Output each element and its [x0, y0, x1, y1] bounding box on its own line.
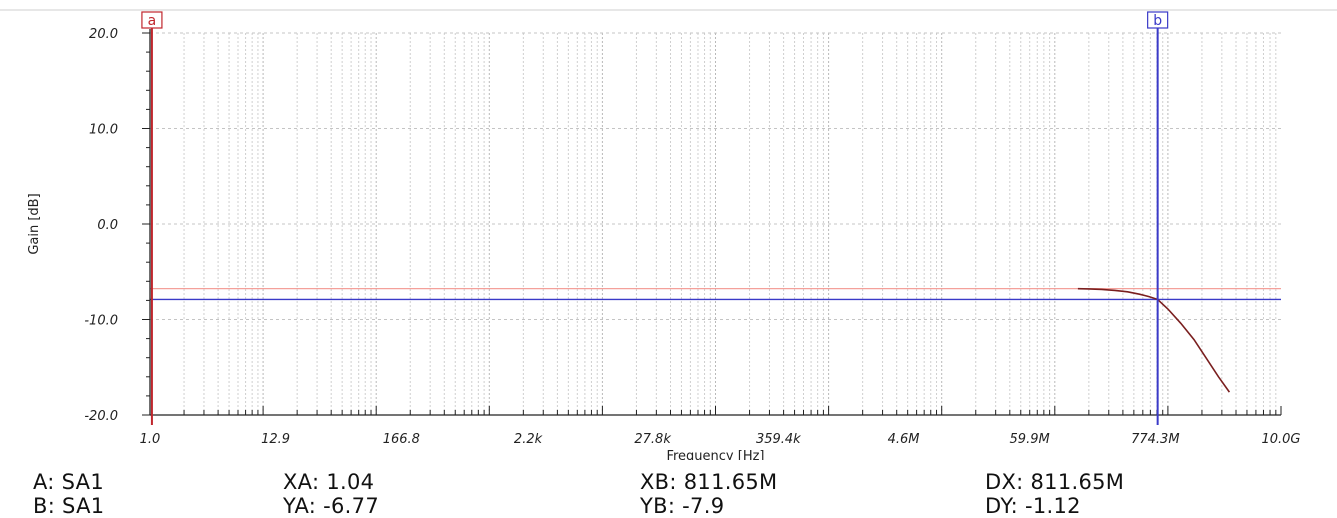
axes — [142, 29, 1282, 416]
y-tick-label: -20.0 — [84, 409, 118, 424]
x-tick-labels: 1.0 12.9 166.8 2.2k 27.8k 359.4k 4.6M 59.9M 774.… — [140, 432, 1301, 447]
gain-plot: 1.0 12.9 166.8 2.2k 27.8k 359.4k 4.6M 59.9M 774.… — [0, 9, 1337, 460]
x-tick-label: 166.8 — [383, 432, 420, 447]
x-tick-label: 2.2k — [514, 432, 543, 447]
y-tick-label: 0.0 — [97, 218, 118, 233]
readout-b-name: B: SA1 — [33, 494, 105, 518]
x-tick-label: 59.9M — [1010, 432, 1050, 447]
x-tick-label: 1.0 — [140, 432, 161, 447]
x-tick-label: 10.0G — [1261, 432, 1300, 447]
x-axis-title: Frequency [Hz] — [666, 449, 764, 460]
series-line — [1077, 287, 1231, 393]
y-tick-label: 20.0 — [89, 27, 118, 42]
series-layer — [1077, 287, 1231, 393]
cursor-b-tag — [1147, 11, 1169, 29]
cursor-a-tag-label: a — [148, 13, 157, 29]
readout-a-name: A: SA1 — [33, 470, 104, 494]
y-tick-label: -10.0 — [84, 314, 118, 329]
y-tick-labels: 20.0 10.0 0.0 -10.0 -20.0 — [84, 27, 118, 424]
readout-xb: XB: 811.65M — [640, 470, 778, 494]
readout-dx: DX: 811.65M — [985, 470, 1125, 494]
x-tick-label: 27.8k — [634, 432, 671, 447]
readout-yb: YB: -7.9 — [640, 494, 725, 518]
cursor-b-tag-label: b — [1153, 13, 1162, 29]
y-tick-label: 10.0 — [89, 123, 118, 138]
x-tick-label: 4.6M — [888, 432, 920, 447]
x-tick-label: 12.9 — [261, 432, 290, 447]
readout-ya: YA: -6.77 — [283, 494, 379, 518]
x-tick-label: 359.4k — [756, 432, 801, 447]
readout-xa: XA: 1.04 — [283, 470, 375, 494]
x-tick-label: 774.3M — [1131, 432, 1179, 447]
readout-dy: DY: -1.12 — [985, 494, 1081, 518]
grid-lines — [149, 32, 1281, 416]
cursor-a-tag — [141, 11, 163, 29]
y-axis-title: Gain [dB] — [27, 193, 42, 254]
